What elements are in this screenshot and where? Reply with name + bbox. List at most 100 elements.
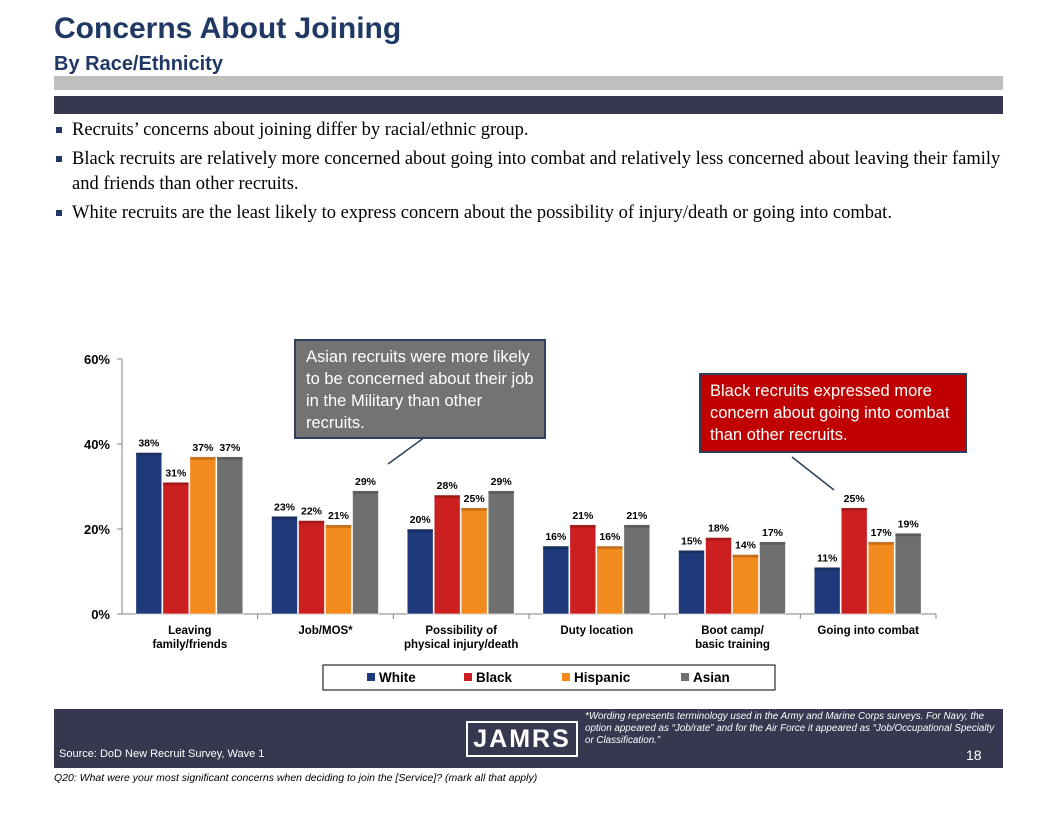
bar-bevel xyxy=(623,524,650,528)
bar-bevel xyxy=(569,524,596,528)
callout-asian-pointer xyxy=(387,436,426,465)
data-label: 22% xyxy=(301,506,323,518)
source-text: Source: DoD New Recruit Survey, Wave 1 xyxy=(59,748,265,760)
bar-bevel xyxy=(407,529,434,532)
bar-bevel xyxy=(542,546,569,549)
data-label: 19% xyxy=(898,518,920,530)
bar-asian xyxy=(623,524,651,615)
bar-hispanic xyxy=(189,456,217,615)
bar-bevel xyxy=(352,490,379,494)
survey-question: Q20: What were your most significant con… xyxy=(54,772,538,784)
bar-bevel xyxy=(488,490,515,494)
bar-black xyxy=(298,520,325,615)
bullet-item: Black recruits are relatively more conce… xyxy=(54,147,1004,197)
data-label: 17% xyxy=(871,527,893,539)
data-label: 25% xyxy=(464,493,486,505)
data-label: 21% xyxy=(626,510,648,522)
bar-hispanic xyxy=(325,524,352,615)
data-label: 16% xyxy=(545,531,567,543)
bar-white xyxy=(406,528,434,615)
category-label: Boot camp/ xyxy=(701,625,764,637)
data-label: 31% xyxy=(165,467,187,479)
y-tick-label: 20% xyxy=(84,522,110,537)
page-subtitle: By Race/Ethnicity xyxy=(54,53,223,75)
header-divider-gray xyxy=(54,76,1003,90)
bar-bevel xyxy=(759,541,786,545)
bullet-item: White recruits are the least likely to e… xyxy=(54,201,1004,226)
bar-bevel xyxy=(135,452,162,456)
callout-asian: Asian recruits were more likely to be co… xyxy=(294,339,546,439)
bar-bevel xyxy=(732,554,759,558)
bar-black xyxy=(569,524,597,615)
data-label: 16% xyxy=(599,531,621,543)
legend-label-hispanic: Hispanic xyxy=(574,670,631,685)
bar-white xyxy=(135,452,163,615)
category-label: family/friends xyxy=(152,639,227,651)
bar-bevel xyxy=(678,550,705,554)
legend-swatch-black xyxy=(464,673,472,681)
bar-asian xyxy=(487,490,515,615)
bar-hispanic xyxy=(596,545,624,615)
bar-bevel xyxy=(298,520,325,524)
category-label: Possibility of xyxy=(425,625,497,637)
bar-bevel xyxy=(895,533,922,537)
bar-bevel xyxy=(271,516,298,520)
legend-label-white: White xyxy=(379,670,416,685)
y-tick-label: 60% xyxy=(84,352,110,367)
legend-box xyxy=(322,664,776,691)
callout-black-pointer xyxy=(791,456,835,491)
page-title: Concerns About Joining xyxy=(54,12,402,45)
bar-black xyxy=(705,537,732,615)
data-label: 11% xyxy=(817,552,838,564)
legend-swatch-hispanic xyxy=(562,673,570,681)
bar-asian xyxy=(759,541,786,615)
header-divider-navy xyxy=(54,96,1003,114)
bar-bevel xyxy=(814,567,841,571)
bullet-list: Recruits’ concerns about joining differ … xyxy=(54,118,1004,230)
bar-bevel xyxy=(461,507,488,511)
data-label: 28% xyxy=(437,480,459,492)
bar-white xyxy=(678,549,705,615)
data-label: 20% xyxy=(410,514,432,526)
data-label: 18% xyxy=(708,523,730,535)
data-label: 29% xyxy=(491,476,513,488)
legend-swatch-white xyxy=(367,673,375,681)
data-label: 37% xyxy=(219,442,241,454)
bar-bevel xyxy=(705,537,732,541)
jamrs-logo: JAMRS xyxy=(466,721,578,757)
bar-black xyxy=(840,507,868,615)
bar-black xyxy=(162,481,190,615)
data-label: 14% xyxy=(735,540,757,552)
page-number: 18 xyxy=(966,747,982,763)
data-label: 21% xyxy=(328,510,350,522)
callout-black: Black recruits expressed more concern ab… xyxy=(699,373,967,453)
data-label: 21% xyxy=(572,510,594,522)
category-label: Leaving xyxy=(168,625,211,637)
bar-bevel xyxy=(868,541,895,545)
bar-bevel xyxy=(596,546,623,549)
bar-hispanic xyxy=(732,554,759,615)
bar-asian xyxy=(216,456,244,615)
data-label: 29% xyxy=(355,476,377,488)
bar-white xyxy=(813,566,841,615)
bar-asian xyxy=(894,532,922,615)
bar-bevel xyxy=(841,507,868,511)
legend-label-asian: Asian xyxy=(693,670,730,685)
category-label: Job/MOS* xyxy=(298,625,353,637)
category-label: Duty location xyxy=(560,625,633,637)
bar-white xyxy=(271,515,298,615)
bar-bevel xyxy=(162,482,189,486)
data-label: 15% xyxy=(681,535,703,547)
y-tick-label: 40% xyxy=(84,437,110,452)
y-tick-label: 0% xyxy=(91,607,110,622)
bar-bevel xyxy=(189,456,216,460)
bar-bevel xyxy=(325,524,352,528)
data-label: 23% xyxy=(274,501,296,513)
category-label: basic training xyxy=(695,639,770,651)
legend-label-black: Black xyxy=(476,670,513,685)
bar-asian xyxy=(352,490,379,615)
data-label: 38% xyxy=(138,438,160,450)
category-label: Going into combat xyxy=(817,625,919,637)
data-label: 17% xyxy=(762,527,784,539)
